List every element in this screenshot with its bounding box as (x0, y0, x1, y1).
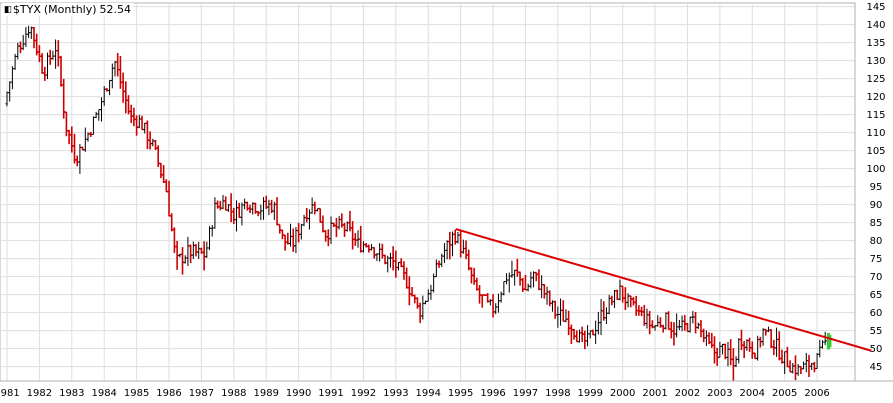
y-tick-label: 55 (870, 326, 883, 337)
plot-area (0, 2, 856, 382)
x-tick-label: 1996 (480, 388, 505, 399)
x-tick-label: 2005 (772, 388, 797, 399)
trendline (455, 228, 872, 352)
y-tick-label: 115 (866, 110, 885, 121)
x-tick-label: 1998 (545, 388, 570, 399)
x-tick-label: 1982 (27, 388, 52, 399)
chart-legend: ▮▯ $TYX (Monthly) 52.54 (2, 3, 134, 16)
y-tick-label: 105 (866, 146, 885, 157)
y-tick-label: 80 (870, 236, 883, 247)
x-tick-label: 1983 (59, 388, 84, 399)
y-tick-label: 110 (866, 128, 885, 139)
x-tick-label: 2001 (642, 388, 667, 399)
x-tick-label: 2006 (804, 388, 829, 399)
x-tick-label: 1992 (351, 388, 376, 399)
x-tick-label: 1987 (189, 388, 214, 399)
x-tick-label: 2000 (610, 388, 635, 399)
x-tick-label: 2004 (740, 388, 765, 399)
y-tick-label: 50 (870, 344, 883, 355)
legend-last-value: 52.54 (99, 3, 132, 16)
x-tick-label: 1993 (383, 388, 408, 399)
x-tick-label: 1986 (156, 388, 181, 399)
x-tick-label: 1985 (124, 388, 149, 399)
x-tick-label: 2003 (707, 388, 732, 399)
y-tick-label: 130 (866, 56, 885, 67)
x-tick-label: 1991 (318, 388, 343, 399)
y-tick-label: 100 (866, 164, 885, 175)
y-tick-label: 60 (870, 308, 883, 319)
x-tick-label: 1990 (286, 388, 311, 399)
y-tick-label: 65 (870, 290, 883, 301)
legend-symbol: $TYX (12, 3, 41, 16)
x-tick-label: 1997 (513, 388, 538, 399)
x-tick-label: 1999 (578, 388, 603, 399)
x-tick-label: 1984 (91, 388, 116, 399)
y-tick-label: 140 (866, 20, 885, 31)
y-tick-label: 90 (870, 200, 883, 211)
x-tick-label: 1994 (416, 388, 441, 399)
y-tick-label: 125 (866, 74, 885, 85)
y-tick-label: 45 (870, 362, 883, 373)
ohlc-bar (483, 294, 487, 297)
y-tick-label: 70 (870, 272, 883, 283)
candlestick-icon: ▮▯ (4, 4, 12, 15)
legend-period: (Monthly) (43, 3, 97, 16)
y-tick-label: 95 (870, 182, 883, 193)
x-tick-label: 1989 (253, 388, 278, 399)
x-tick-label: 1988 (221, 388, 246, 399)
y-tick-label: 85 (870, 218, 883, 229)
x-tick-label: 2002 (675, 388, 700, 399)
y-tick-label: 135 (866, 38, 885, 49)
y-tick-label: 120 (866, 92, 885, 103)
x-tick-label: 1981 (0, 388, 20, 399)
x-tick-label: 1995 (448, 388, 473, 399)
y-tick-label: 145 (866, 2, 885, 13)
y-tick-label: 75 (870, 254, 883, 265)
